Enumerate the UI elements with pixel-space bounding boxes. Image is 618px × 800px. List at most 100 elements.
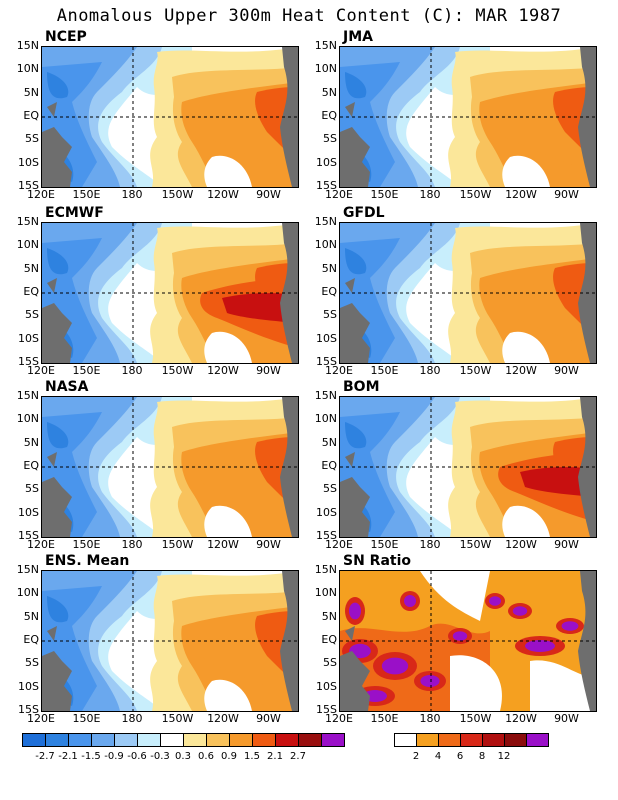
longitude-label: 120E bbox=[325, 712, 353, 725]
latitude-label: 5N bbox=[321, 85, 337, 99]
longitude-label: 90W bbox=[256, 364, 281, 377]
map-panel-gfdl bbox=[339, 222, 597, 364]
longitude-label: 150W bbox=[459, 364, 492, 377]
anom-swatch bbox=[23, 734, 46, 746]
anom-swatch bbox=[161, 734, 184, 746]
longitude-label: 150E bbox=[370, 712, 399, 725]
latitude-label: 5N bbox=[23, 435, 39, 449]
longitude-label: 180 bbox=[121, 712, 143, 725]
latitude-label: 5S bbox=[25, 482, 39, 496]
latitude-label: 15S bbox=[18, 179, 39, 192]
latitude-label: 10S bbox=[18, 155, 39, 169]
anom-swatch bbox=[322, 734, 344, 746]
longitude-label: 120W bbox=[207, 188, 239, 201]
longitude-label: 150W bbox=[459, 188, 492, 201]
anomaly-field bbox=[340, 47, 596, 187]
anom-swatch bbox=[46, 734, 69, 746]
longitude-label: 150E bbox=[370, 538, 399, 551]
map-panel-ecmwf bbox=[41, 222, 299, 364]
map-svg bbox=[42, 397, 298, 537]
panel-title: SN Ratio bbox=[343, 553, 412, 569]
latitude-label: 15N bbox=[16, 215, 39, 228]
longitude-label: 150E bbox=[72, 712, 101, 725]
longitude-label: 150W bbox=[161, 538, 194, 551]
anom-label: 2.7 bbox=[290, 751, 306, 762]
map-svg bbox=[340, 397, 596, 537]
anom-swatch bbox=[115, 734, 138, 746]
anom-label: -2.1 bbox=[58, 751, 78, 762]
latitude-label: 10S bbox=[316, 331, 337, 345]
longitude-label: 120W bbox=[505, 712, 537, 725]
longitude-label: 180 bbox=[419, 712, 441, 725]
latitude-label: 15N bbox=[314, 389, 337, 402]
latitude-label: 5N bbox=[23, 609, 39, 623]
panel-title: JMA bbox=[343, 29, 373, 45]
latitude-label: 15S bbox=[18, 355, 39, 368]
longitude-label: 90W bbox=[554, 188, 579, 201]
map-panel-nasa bbox=[41, 396, 299, 538]
latitude-label: 5S bbox=[25, 656, 39, 670]
longitude-label: 90W bbox=[554, 364, 579, 377]
longitude-label: 120E bbox=[325, 364, 353, 377]
longitude-label: 180 bbox=[419, 188, 441, 201]
longitude-label: 180 bbox=[121, 538, 143, 551]
latitude-label: 10N bbox=[16, 586, 39, 600]
latitude-label: 10N bbox=[16, 238, 39, 252]
longitude-label: 120E bbox=[27, 364, 55, 377]
panel-title: NASA bbox=[45, 379, 89, 395]
longitude-label: 120W bbox=[207, 712, 239, 725]
longitude-label: 180 bbox=[121, 188, 143, 201]
snr-label: 12 bbox=[497, 751, 511, 762]
anom-label: -0.9 bbox=[104, 751, 124, 762]
map-svg bbox=[42, 223, 298, 363]
latitude-label: 5N bbox=[321, 435, 337, 449]
latitude-label: 5N bbox=[321, 609, 337, 623]
snr-label: 2 bbox=[412, 751, 420, 762]
longitude-label: 120E bbox=[325, 538, 353, 551]
longitude-label: 150W bbox=[161, 364, 194, 377]
latitude-label: 5N bbox=[23, 85, 39, 99]
latitude-label: 5N bbox=[23, 261, 39, 275]
longitude-label: 180 bbox=[419, 538, 441, 551]
anom-label: -0.6 bbox=[127, 751, 147, 762]
snr-colorbar bbox=[394, 733, 549, 747]
latitude-label: 15N bbox=[314, 39, 337, 52]
longitude-label: 90W bbox=[256, 538, 281, 551]
map-panel-bom bbox=[339, 396, 597, 538]
latitude-label: 5S bbox=[323, 308, 337, 322]
longitude-label: 150W bbox=[161, 188, 194, 201]
panel-title: ECMWF bbox=[45, 205, 104, 221]
longitude-label: 120E bbox=[325, 188, 353, 201]
longitude-label: 120W bbox=[505, 538, 537, 551]
map-svg bbox=[42, 571, 298, 711]
anom-label: 0.9 bbox=[221, 751, 237, 762]
latitude-label: 15N bbox=[314, 563, 337, 576]
latitude-label: EQ bbox=[23, 285, 39, 298]
longitude-label: 90W bbox=[554, 712, 579, 725]
latitude-label: 5S bbox=[323, 656, 337, 670]
snr-swatch bbox=[395, 734, 417, 746]
latitude-label: 10S bbox=[316, 505, 337, 519]
latitude-label: 15S bbox=[316, 179, 337, 192]
anom-label: 1.5 bbox=[244, 751, 260, 762]
latitude-label: 10S bbox=[18, 679, 39, 693]
map-svg bbox=[340, 571, 596, 711]
snr-swatch bbox=[527, 734, 548, 746]
latitude-label: EQ bbox=[321, 459, 337, 472]
snr-swatch bbox=[461, 734, 483, 746]
latitude-label: 10S bbox=[18, 331, 39, 345]
anom-swatch bbox=[276, 734, 299, 746]
anomaly-field bbox=[42, 223, 298, 363]
latitude-label: 10N bbox=[16, 412, 39, 426]
latitude-label: EQ bbox=[23, 109, 39, 122]
latitude-label: 10N bbox=[16, 62, 39, 76]
anom-label: 0.6 bbox=[198, 751, 214, 762]
snr-swatch bbox=[505, 734, 527, 746]
snr-label: 4 bbox=[434, 751, 442, 762]
longitude-label: 180 bbox=[121, 364, 143, 377]
latitude-label: 10N bbox=[314, 412, 337, 426]
longitude-label: 120E bbox=[27, 712, 55, 725]
latitude-label: 15N bbox=[314, 215, 337, 228]
latitude-label: 15N bbox=[16, 563, 39, 576]
anom-swatch bbox=[69, 734, 92, 746]
